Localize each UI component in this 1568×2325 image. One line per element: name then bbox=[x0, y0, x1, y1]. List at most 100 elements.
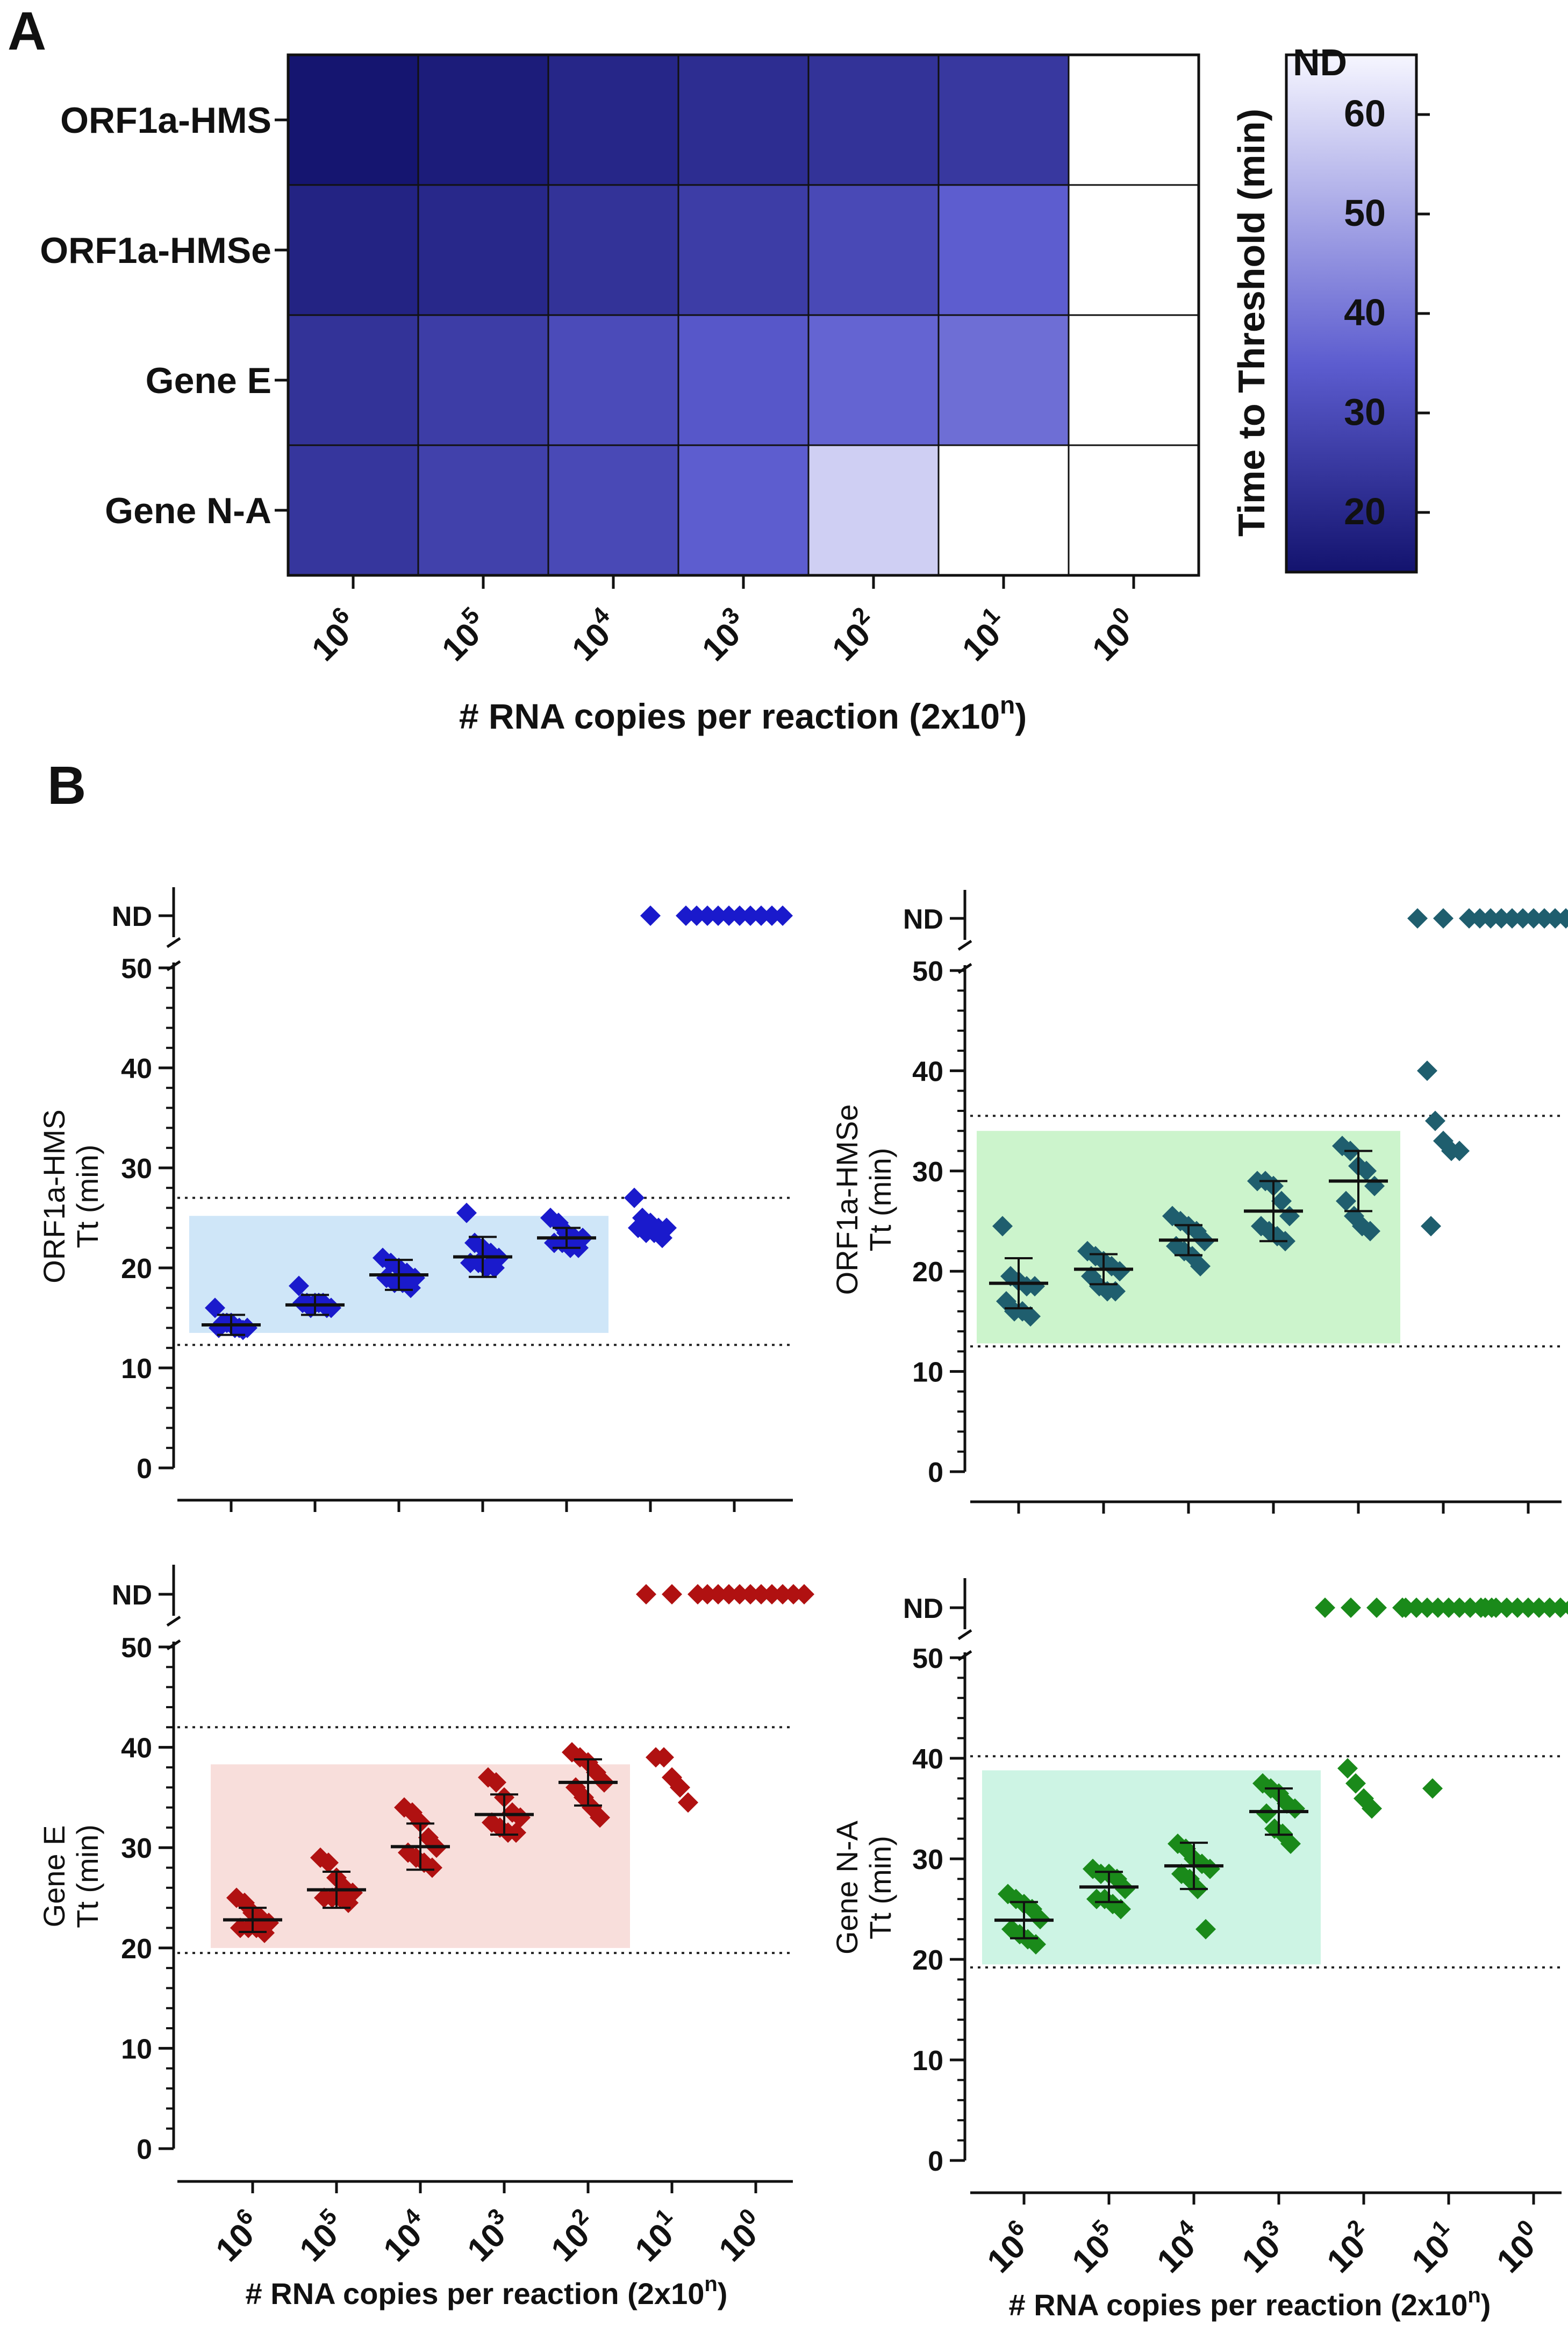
data-point bbox=[1550, 1597, 1568, 1618]
data-point bbox=[1417, 1597, 1437, 1618]
x-tick-label: 105 bbox=[1061, 2215, 1127, 2280]
data-point bbox=[751, 1584, 771, 1604]
data-point bbox=[486, 1772, 506, 1793]
scatter-x-axis-title-left: # RNA copies per reaction (2x10n) bbox=[246, 2272, 728, 2310]
data-point bbox=[1540, 1597, 1560, 1618]
heatmap-cell bbox=[677, 444, 810, 576]
y-axis-label: ORF1a-HMSTt (min) bbox=[37, 1109, 104, 1283]
data-point bbox=[1200, 1858, 1220, 1879]
data-point bbox=[1460, 1597, 1480, 1618]
data-point bbox=[1315, 1597, 1335, 1618]
scatter-panel-gene-n-a: ND 0 10 20 30 40 50 Gene N-ATt (min) 106 105 104 10… bbox=[830, 1578, 1568, 2280]
colorbar: 20 30 40 50 60 ND Time to Threshold (min) bbox=[1230, 41, 1430, 574]
heatmap-col-label: 101 bbox=[951, 602, 1017, 668]
y-tick-label: 30 bbox=[912, 1844, 943, 1875]
heatmap-cell bbox=[677, 314, 810, 446]
y-tick-label: 30 bbox=[121, 1153, 152, 1185]
data-point bbox=[1336, 1190, 1356, 1211]
heatmap-panel-a: ORF1a-HMS ORF1a-HMSe Gene E Gene N-A 106 105 1… bbox=[40, 53, 1200, 668]
data-point bbox=[1421, 1216, 1441, 1237]
data-point bbox=[1534, 908, 1555, 929]
heatmap-cell bbox=[287, 54, 419, 186]
y-tick-label: 20 bbox=[121, 1253, 152, 1285]
data-point bbox=[456, 1202, 477, 1223]
data-point bbox=[1425, 1110, 1445, 1131]
data-point bbox=[1105, 1281, 1126, 1302]
y-axis-label: Gene N-ATt (min) bbox=[830, 1820, 897, 1955]
axis-break-mark bbox=[957, 939, 972, 951]
y-tick-label: 50 bbox=[912, 1643, 943, 1674]
scatter-panel-orf1a-hms: ND 0 10 20 30 40 50 ORF1a-HMSTt (min) bbox=[37, 887, 793, 1512]
heatmap-cell bbox=[937, 54, 1070, 186]
data-point bbox=[1545, 908, 1565, 929]
data-point bbox=[676, 905, 696, 926]
data-point bbox=[624, 1187, 645, 1208]
x-tick-label: 106 bbox=[976, 2215, 1042, 2280]
heatmap-cell bbox=[807, 54, 940, 186]
scatter-panel-orf1a-hmse: ND 0 10 20 30 40 50 ORF1a-HMSeTt (min) bbox=[830, 890, 1568, 1514]
data-point bbox=[1523, 908, 1544, 929]
colorbar-ticks: 20 30 40 50 60 bbox=[1344, 92, 1430, 532]
y-tick-label: 0 bbox=[928, 2146, 943, 2177]
data-point bbox=[1438, 1597, 1459, 1618]
y-tick-label: 50 bbox=[121, 953, 152, 985]
x-tick-label: 103 bbox=[456, 2203, 522, 2269]
data-point bbox=[1111, 1899, 1131, 1920]
heatmap-cell bbox=[677, 54, 810, 186]
data-point bbox=[762, 905, 782, 926]
y-tick-label: 30 bbox=[121, 1833, 152, 1864]
data-point bbox=[1566, 917, 1568, 920]
heatmap-cell bbox=[417, 184, 549, 316]
heatmap-cell bbox=[1068, 54, 1200, 186]
heatmap-cell bbox=[547, 54, 679, 186]
heatmap-row-label: Gene N-A bbox=[105, 490, 271, 531]
y-tick-label: 20 bbox=[121, 1934, 152, 1965]
data-point bbox=[1337, 1758, 1358, 1779]
colorbar-title: Time to Threshold (min) bbox=[1230, 109, 1272, 537]
x-tick-label: 101 bbox=[1401, 2215, 1466, 2280]
data-point bbox=[1256, 1803, 1277, 1824]
heatmap-cell bbox=[1068, 314, 1200, 446]
data-point bbox=[1428, 1597, 1448, 1618]
data-point bbox=[1529, 1597, 1549, 1618]
data-point bbox=[772, 905, 793, 926]
data-point bbox=[992, 1216, 1013, 1237]
data-point bbox=[1475, 1597, 1495, 1618]
scatter-panel-gene-e: ND 0 10 20 30 40 50 Gene ETt (min) 106 105 104 103 1… bbox=[37, 1565, 814, 2269]
heatmap-col-label: 102 bbox=[821, 602, 887, 668]
nd-tick-label: ND bbox=[903, 904, 943, 935]
data-point bbox=[1497, 1597, 1517, 1618]
heatmap-cell bbox=[807, 314, 940, 446]
y-tick-label: 0 bbox=[137, 1453, 152, 1485]
heatmap-cell bbox=[547, 184, 679, 316]
x-tick-label: 102 bbox=[1316, 2215, 1381, 2280]
data-point bbox=[1561, 1601, 1568, 1615]
data-point bbox=[1417, 1060, 1437, 1081]
data-point bbox=[1190, 1256, 1211, 1276]
heatmap-col-label: 105 bbox=[431, 602, 497, 668]
heatmap-cell bbox=[1068, 184, 1200, 316]
y-tick-label: 20 bbox=[912, 1257, 943, 1288]
data-point bbox=[740, 905, 761, 926]
data-point bbox=[740, 1584, 761, 1604]
data-point bbox=[751, 905, 771, 926]
y-tick-label: 0 bbox=[928, 1457, 943, 1488]
data-point bbox=[1362, 1798, 1382, 1819]
reference-band bbox=[982, 1770, 1321, 1965]
colorbar-tick-label: 60 bbox=[1344, 92, 1386, 134]
y-tick-label: 30 bbox=[912, 1157, 943, 1188]
data-point bbox=[708, 905, 728, 926]
data-point bbox=[1422, 1778, 1443, 1799]
data-point bbox=[1502, 908, 1522, 929]
data-point bbox=[762, 1584, 782, 1604]
heatmap-col-label: 104 bbox=[561, 602, 627, 668]
data-point bbox=[678, 1792, 698, 1813]
heatmap-cell bbox=[287, 314, 419, 446]
data-point bbox=[719, 905, 739, 926]
data-point bbox=[400, 1278, 421, 1299]
heatmap-cell bbox=[677, 184, 810, 316]
data-point bbox=[1486, 1597, 1506, 1618]
heatmap-row-label: Gene E bbox=[146, 360, 271, 401]
data-point bbox=[1406, 1597, 1427, 1618]
